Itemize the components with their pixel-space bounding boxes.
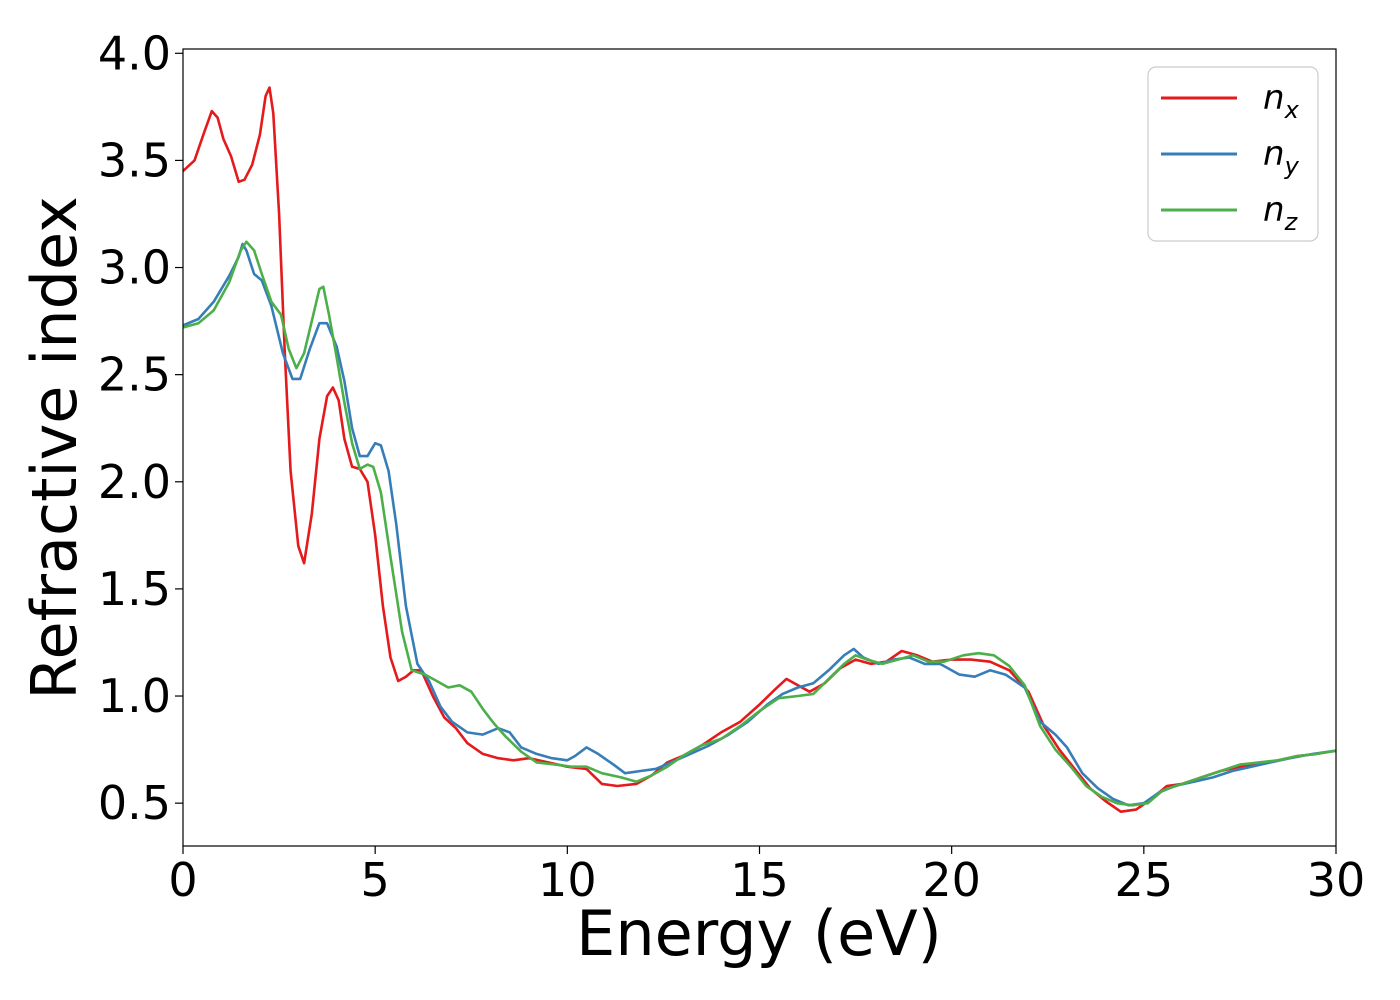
y-axis-label: Refractive index	[18, 196, 91, 700]
x-tick-label: 0	[168, 853, 197, 907]
legend-label-y: ny	[1263, 134, 1300, 180]
x-axis: 0 5 10 15 20 25 30	[168, 846, 1365, 907]
y-tick-label: 3.0	[98, 241, 171, 295]
x-tick-label: 10	[538, 853, 597, 907]
x-tick-label: 5	[361, 853, 390, 907]
legend-label-z: nz	[1263, 190, 1299, 236]
y-tick-label: 2.0	[98, 455, 171, 509]
x-tick-label: 30	[1307, 853, 1366, 907]
x-axis-label: Energy (eV)	[576, 897, 942, 970]
y-tick-label: 1.5	[98, 562, 171, 616]
series-line-z	[183, 240, 1336, 807]
series-layer	[183, 86, 1336, 813]
y-tick-label: 3.5	[98, 133, 171, 187]
series-line-y	[183, 242, 1336, 807]
x-tick-label: 25	[1115, 853, 1174, 907]
y-axis: 0.5 1.0 1.5 2.0 2.5 3.0 3.5 4.0	[98, 26, 183, 830]
x-tick-label: 20	[922, 853, 981, 907]
legend: nx ny nz	[1147, 66, 1319, 242]
series-line-x	[183, 86, 1336, 813]
y-tick-label: 0.5	[98, 776, 171, 830]
y-tick-label: 4.0	[98, 26, 171, 80]
y-tick-label: 1.0	[98, 669, 171, 723]
x-tick-label: 15	[730, 853, 789, 907]
y-tick-label: 2.5	[98, 348, 171, 402]
legend-label-x: nx	[1263, 78, 1300, 124]
